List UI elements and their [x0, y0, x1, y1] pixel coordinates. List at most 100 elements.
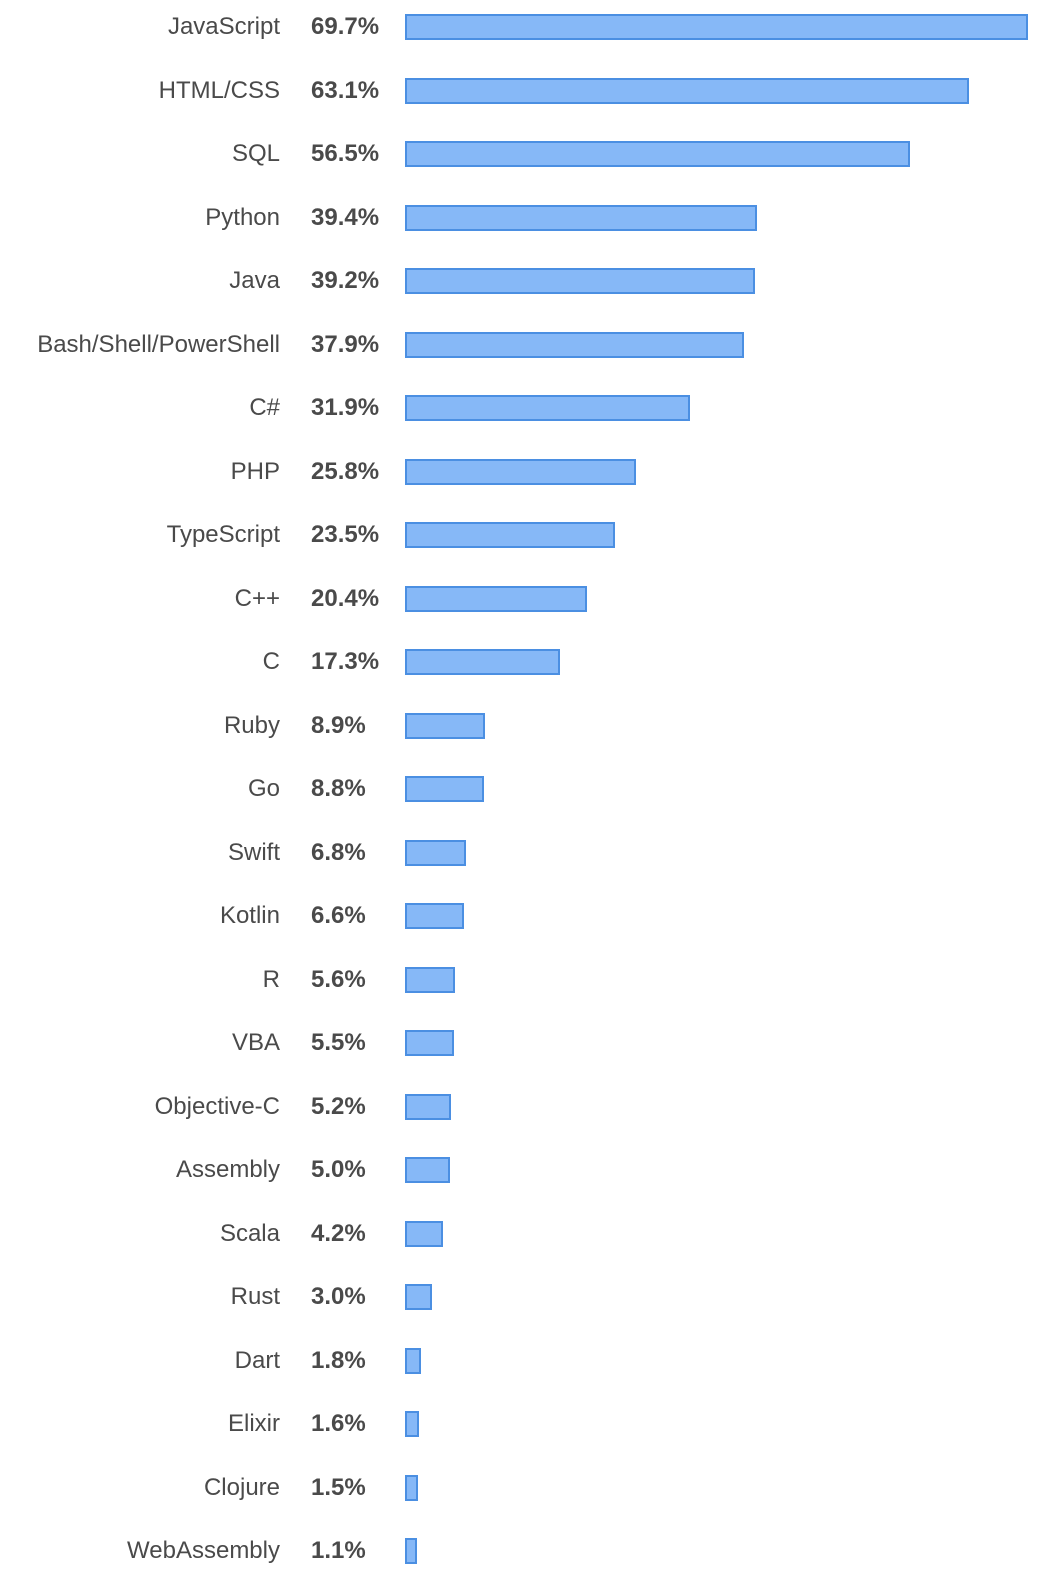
- category-label: Python: [205, 203, 280, 231]
- category-label: VBA: [231, 1029, 280, 1056]
- value-label: 1.8%: [311, 1346, 366, 1374]
- value-label: 6.8%: [311, 838, 366, 866]
- bar-row: C# 31.9%: [0, 388, 1040, 428]
- bar: [405, 903, 464, 929]
- value-label: 37.9%: [311, 330, 380, 358]
- value-label: 8.8%: [311, 775, 366, 802]
- category-label: HTML/CSS: [158, 76, 280, 104]
- bar-row: Assembly 5.0%: [0, 1150, 1040, 1190]
- category-label: Assembly: [175, 1156, 280, 1183]
- bar: [405, 14, 1028, 40]
- category-label: Bash/Shell/PowerShell: [37, 330, 280, 358]
- category-label: Kotlin: [219, 902, 280, 929]
- bar: [405, 649, 560, 675]
- value-label: 1.1%: [311, 1537, 366, 1564]
- category-label: Dart: [234, 1346, 280, 1374]
- category-label: WebAssembly: [127, 1537, 280, 1564]
- bar-row: TypeScript 23.5%: [0, 515, 1040, 555]
- bar-row: Rust 3.0%: [0, 1277, 1040, 1317]
- bar: [405, 1030, 454, 1056]
- value-label: 39.4%: [311, 203, 380, 231]
- value-label: 20.4%: [311, 584, 380, 612]
- value-label: 5.5%: [311, 1029, 366, 1056]
- bar: [405, 1157, 450, 1183]
- category-label: C#: [249, 394, 280, 421]
- bar: [405, 204, 757, 231]
- bar: [405, 839, 466, 866]
- value-label: 23.5%: [311, 521, 380, 548]
- bar: [405, 585, 587, 612]
- value-label: 1.6%: [311, 1410, 366, 1437]
- bar-row: Python 39.4%: [0, 198, 1040, 238]
- category-label: C++: [234, 584, 280, 612]
- bar-row: Scala 4.2%: [0, 1214, 1040, 1254]
- value-label: 63.1%: [311, 76, 380, 104]
- value-label: 56.5%: [311, 140, 380, 167]
- bar: [405, 966, 455, 993]
- bar-row: JavaScript 69.7%: [0, 7, 1040, 47]
- bar-row: Go 8.8%: [0, 769, 1040, 809]
- value-label: 5.6%: [311, 965, 366, 993]
- category-label: Java: [229, 267, 280, 294]
- bar: [405, 1093, 451, 1120]
- category-label: R: [262, 965, 280, 993]
- bar-row: Ruby 8.9%: [0, 706, 1040, 746]
- bar-row: HTML/CSS 63.1%: [0, 71, 1040, 111]
- value-label: 25.8%: [311, 457, 380, 485]
- bar-row: Kotlin 6.6%: [0, 896, 1040, 936]
- bar: [405, 141, 910, 167]
- value-label: 69.7%: [311, 13, 380, 40]
- value-label: 8.9%: [311, 711, 366, 739]
- value-label: 5.2%: [311, 1092, 366, 1120]
- bar: [405, 77, 969, 104]
- category-label: Ruby: [223, 711, 280, 739]
- bar-row: SQL 56.5%: [0, 134, 1040, 174]
- bar-row: C 17.3%: [0, 642, 1040, 682]
- category-label: SQL: [231, 140, 280, 167]
- category-label: Rust: [230, 1283, 280, 1310]
- bar-row: Bash/Shell/PowerShell 37.9%: [0, 325, 1040, 365]
- bar-row: Swift 6.8%: [0, 833, 1040, 873]
- category-label: TypeScript: [166, 521, 280, 548]
- bar: [405, 712, 485, 739]
- value-label: 6.6%: [311, 902, 366, 929]
- bar: [405, 1220, 443, 1247]
- value-label: 31.9%: [311, 394, 380, 421]
- bar-row: WebAssembly 1.1%: [0, 1531, 1040, 1571]
- category-label: Go: [247, 775, 280, 802]
- category-label: Clojure: [203, 1473, 280, 1501]
- value-label: 4.2%: [311, 1219, 366, 1247]
- bar: [405, 1284, 432, 1310]
- bar: [405, 458, 636, 485]
- bar-row: VBA 5.5%: [0, 1023, 1040, 1063]
- value-label: 1.5%: [311, 1473, 366, 1501]
- bar-row: PHP 25.8%: [0, 452, 1040, 492]
- category-label: PHP: [230, 457, 280, 485]
- bar: [405, 1411, 419, 1437]
- bar-row: Elixir 1.6%: [0, 1404, 1040, 1444]
- bar: [405, 395, 690, 421]
- bar-row: C++ 20.4%: [0, 579, 1040, 619]
- bar: [405, 1538, 417, 1564]
- value-label: 3.0%: [311, 1283, 366, 1310]
- bar: [405, 331, 744, 358]
- bar-row: Clojure 1.5%: [0, 1468, 1040, 1508]
- bar: [405, 1474, 418, 1501]
- category-label: JavaScript: [167, 13, 280, 40]
- value-label: 5.0%: [311, 1156, 366, 1183]
- bar: [405, 1347, 421, 1374]
- bar: [405, 268, 755, 294]
- bar-row: Objective-C 5.2%: [0, 1087, 1040, 1127]
- category-label: Scala: [219, 1219, 280, 1247]
- bar-row: Dart 1.8%: [0, 1341, 1040, 1381]
- category-label: Objective-C: [154, 1092, 280, 1120]
- category-label: Swift: [227, 838, 280, 866]
- bar: [405, 522, 615, 548]
- category-label: C: [262, 648, 280, 675]
- value-label: 39.2%: [311, 267, 380, 294]
- bar: [405, 776, 484, 802]
- category-label: Elixir: [228, 1410, 280, 1437]
- bar-row: Java 39.2%: [0, 261, 1040, 301]
- value-label: 17.3%: [311, 648, 380, 675]
